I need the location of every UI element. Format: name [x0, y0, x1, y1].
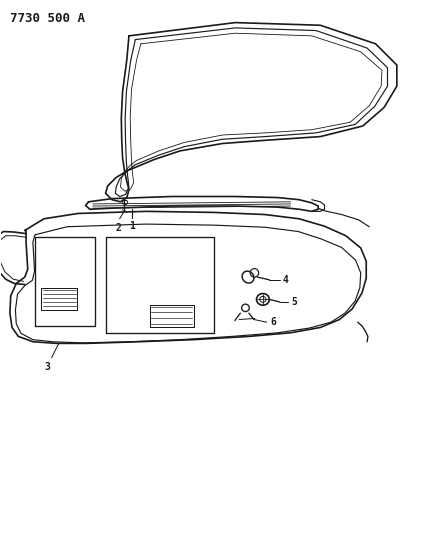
Text: 7730 500 A: 7730 500 A: [10, 12, 85, 25]
Text: 4: 4: [283, 274, 289, 285]
Text: 5: 5: [292, 297, 298, 307]
Text: 3: 3: [45, 362, 50, 372]
Text: 2: 2: [116, 223, 122, 233]
Text: 1: 1: [129, 221, 135, 231]
Text: 6: 6: [270, 317, 276, 327]
